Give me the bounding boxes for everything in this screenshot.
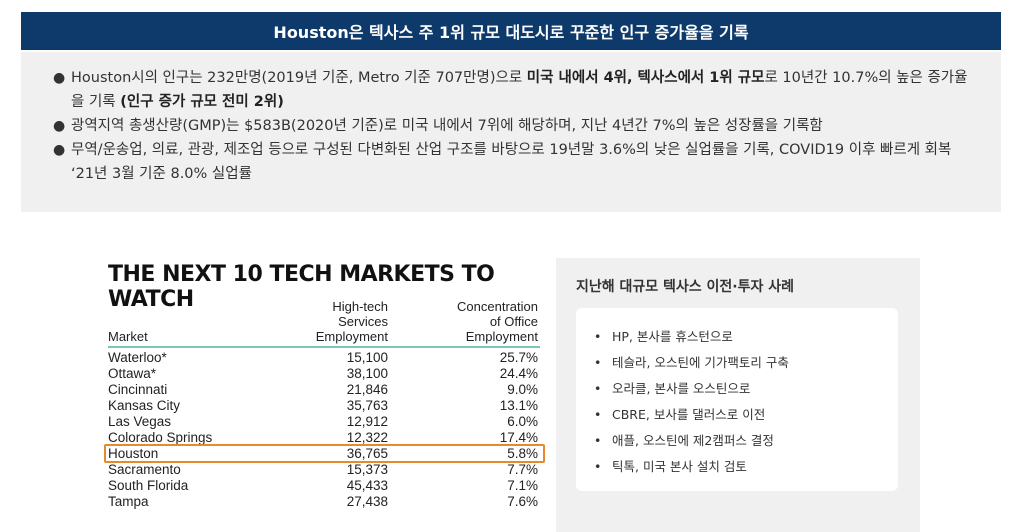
summary-text: Houston시의 인구는 232만명(2019년 기준, Metro 기준 7… [71, 70, 527, 86]
summary-box: ● Houston시의 인구는 232만명(2019년 기준, Metro 기준… [21, 52, 1001, 212]
bullet-icon: ● [53, 118, 66, 134]
cell-concentration: 9.0% [507, 382, 538, 397]
summary-list: ● Houston시의 인구는 232만명(2019년 기준, Metro 기준… [51, 66, 973, 186]
cell-concentration: 6.0% [507, 414, 538, 429]
cell-market: Waterloo* [108, 350, 167, 365]
header-line: Concentration [457, 299, 538, 314]
header-line: High-tech [332, 299, 388, 314]
tech-markets-title: THE NEXT 10 TECH MARKETS TO WATCH [108, 262, 495, 312]
summary-item: ● 광역지역 총생산량(GMP)는 $583B(2020년 기준)로 미국 내에… [51, 114, 973, 138]
header-market: Market [108, 329, 148, 344]
header-line: Services [338, 314, 388, 329]
bullet-icon: • [594, 381, 602, 396]
header-line: Employment [315, 329, 388, 344]
relocation-panel: 지난해 대규모 텍사스 이전·투자 사례 • HP, 본사를 휴스턴으로 • 테슬라,… [556, 258, 920, 532]
summary-emphasis: 미국 내에서 4위, 텍사스에서 1위 규모 [526, 70, 765, 86]
cell-concentration: 13.1% [499, 398, 538, 413]
header-line: Employment [465, 329, 538, 344]
summary-text: 광역지역 총생산량(GMP)는 $583B(2020년 기준)로 미국 내에서 … [71, 118, 823, 134]
summary-item: ● 무역/운송업, 의료, 관광, 제조업 등으로 구성된 다변화된 산업 구조… [51, 138, 973, 186]
relocation-item: • 틱톡, 미국 본사 설치 검토 [592, 454, 884, 480]
cell-market: Ottawa* [108, 366, 157, 381]
page-title: Houston은 텍사스 주 1위 규모 대도시로 꾸준한 인구 증가율을 기록 [273, 23, 749, 42]
bullet-icon: ● [53, 70, 66, 86]
houston-highlight [104, 444, 545, 463]
bullet-icon: ● [53, 142, 66, 158]
cell-market: Cincinnati [108, 382, 168, 397]
cell-employment: 27,438 [346, 494, 388, 509]
relocation-list: • HP, 본사를 휴스턴으로 • 테슬라, 오스틴에 기가팩토리 구축 • 오라클, 본… [592, 324, 884, 480]
relocation-text: 오라클, 본사를 오스틴으로 [612, 381, 751, 396]
cell-market: Colorado Springs [108, 430, 213, 445]
relocation-text: CBRE, 보사를 댈러스로 이전 [612, 407, 766, 422]
relocation-item: • HP, 본사를 휴스턴으로 [592, 324, 884, 350]
relocation-text: 틱톡, 미국 본사 설치 검토 [612, 459, 747, 474]
header-concentration: Concentration of Office Employment [408, 299, 538, 344]
relocation-item: • 오라클, 본사를 오스틴으로 [592, 376, 884, 402]
summary-text: 로 10년간 10.7%의 높은 증가율을 기록 [71, 70, 968, 110]
table-body: Waterloo* 15,100 25.7% Ottawa* 38,100 24.4% Ci… [108, 350, 540, 510]
header-line: of Office [489, 314, 538, 329]
table-row: Tampa 27,438 7.6% [108, 494, 540, 510]
cell-market: Tampa [108, 494, 149, 509]
cell-concentration: 17.4% [499, 430, 538, 445]
bullet-icon: • [594, 459, 602, 474]
table-row: Cincinnati 21,846 9.0% [108, 382, 540, 398]
cell-employment: 15,100 [346, 350, 388, 365]
relocation-item: • 애플, 오스틴에 제2캠퍼스 결정 [592, 428, 884, 454]
table-row: South Florida 45,433 7.1% [108, 478, 540, 494]
table-row: Colorado Springs 12,322 17.4% [108, 430, 540, 446]
bullet-icon: • [594, 329, 602, 344]
relocation-text: 애플, 오스틴에 제2캠퍼스 결정 [612, 433, 774, 448]
cell-concentration: 7.6% [507, 494, 538, 509]
bullet-icon: • [594, 407, 602, 422]
cell-concentration: 7.1% [507, 478, 538, 493]
relocation-text: HP, 본사를 휴스턴으로 [612, 329, 733, 344]
cell-market: South Florida [108, 478, 189, 493]
summary-text: 무역/운송업, 의료, 관광, 제조업 등으로 구성된 다변화된 산업 구조를 … [71, 142, 952, 182]
table-header: Market High-tech Services Employment Con… [108, 298, 538, 346]
cell-employment: 36,765 [346, 446, 388, 461]
cell-market: Las Vegas [108, 414, 172, 429]
relocation-item: • 테슬라, 오스틴에 기가팩토리 구축 [592, 350, 884, 376]
cell-market: Houston [108, 446, 159, 461]
page-title-bar: Houston은 텍사스 주 1위 규모 대도시로 꾸준한 인구 증가율을 기록 [21, 12, 1001, 50]
cell-employment: 45,433 [346, 478, 388, 493]
cell-concentration: 25.7% [499, 350, 538, 365]
cell-employment: 35,763 [346, 398, 388, 413]
relocation-text: 테슬라, 오스틴에 기가팩토리 구축 [612, 355, 789, 370]
header-divider [108, 346, 540, 348]
cell-employment: 21,846 [346, 382, 388, 397]
cell-concentration: 5.8% [507, 446, 538, 461]
cell-market: Sacramento [108, 462, 181, 477]
summary-emphasis: (인구 증가 규모 전미 2위) [120, 94, 284, 110]
cell-employment: 38,100 [346, 366, 388, 381]
table-row: Las Vegas 12,912 6.0% [108, 414, 540, 430]
relocation-item: • CBRE, 보사를 댈러스로 이전 [592, 402, 884, 428]
header-employment: High-tech Services Employment [288, 299, 388, 344]
table-row: Ottawa* 38,100 24.4% [108, 366, 540, 382]
cell-employment: 12,912 [346, 414, 388, 429]
tech-markets-table: THE NEXT 10 TECH MARKETS TO WATCH Market… [100, 258, 545, 532]
bullet-icon: • [594, 355, 602, 370]
cell-concentration: 7.7% [507, 462, 538, 477]
table-row: Sacramento 15,373 7.7% [108, 462, 540, 478]
relocation-card: • HP, 본사를 휴스턴으로 • 테슬라, 오스틴에 기가팩토리 구축 • 오라클, 본… [576, 308, 898, 491]
summary-item: ● Houston시의 인구는 232만명(2019년 기준, Metro 기준… [51, 66, 973, 114]
cell-market: Kansas City [108, 398, 181, 413]
table-row: Kansas City 35,763 13.1% [108, 398, 540, 414]
bullet-icon: • [594, 433, 602, 448]
cell-concentration: 24.4% [499, 366, 538, 381]
cell-employment: 15,373 [346, 462, 388, 477]
cell-employment: 12,322 [346, 430, 388, 445]
table-row: Houston 36,765 5.8% [108, 446, 540, 462]
table-row: Waterloo* 15,100 25.7% [108, 350, 540, 366]
relocation-title: 지난해 대규모 텍사스 이전·투자 사례 [576, 279, 795, 295]
